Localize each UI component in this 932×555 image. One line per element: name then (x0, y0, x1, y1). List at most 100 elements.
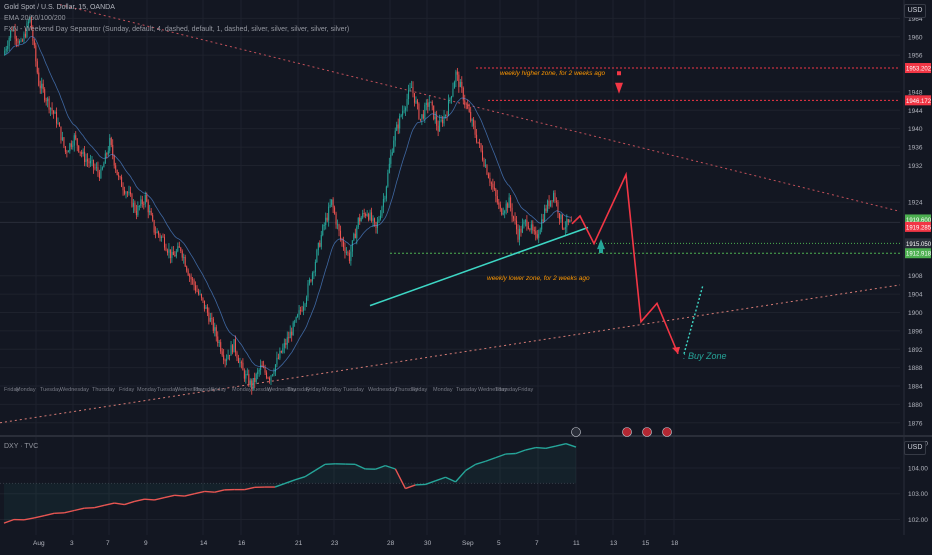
lower-zone-label: weekly lower zone, for 2 weeks ago (487, 275, 590, 282)
candle-body (373, 218, 374, 221)
support-trendline (0, 285, 900, 423)
candle-body (216, 327, 217, 336)
candle-body (414, 93, 415, 103)
candle-body (337, 224, 338, 225)
candle-body (265, 368, 266, 373)
candle-body (165, 248, 166, 251)
candle-body (318, 243, 319, 250)
candle-body (41, 84, 42, 89)
candle-body (316, 250, 317, 262)
candle-body (322, 225, 323, 235)
candle-body (284, 343, 285, 348)
separator-indicator-label[interactable]: FXN - Weekend Day Separator (Sunday, def… (4, 26, 349, 33)
candle-body (488, 174, 489, 178)
candle-body (146, 195, 147, 202)
candle-body (134, 203, 135, 211)
candle-body (195, 285, 196, 290)
candle-body (398, 125, 399, 129)
candle-body (333, 199, 334, 207)
day-label: Monday (322, 387, 342, 393)
ema-indicator-label[interactable]: EMA 20/50/100/200 (4, 15, 66, 22)
candle-body (550, 200, 551, 206)
candle-body (479, 143, 480, 144)
candle-body (242, 363, 243, 371)
candle-body (192, 279, 193, 280)
candle-body (390, 155, 391, 164)
candle-body (374, 218, 375, 222)
candle-body (228, 355, 229, 359)
candle-body (559, 213, 560, 219)
candle-body (68, 151, 69, 152)
candle-body (386, 187, 387, 199)
candle-body (238, 358, 239, 363)
candle-body (568, 219, 569, 222)
candle-body (97, 167, 98, 172)
candle-body (445, 115, 446, 116)
candle-body (556, 201, 557, 202)
symbol-legend[interactable]: Gold Spot / U.S. Dollar, 15, OANDA (4, 4, 115, 11)
candle-body (66, 152, 67, 153)
candle-body (222, 351, 223, 355)
candle-body (275, 364, 276, 372)
candle-body (547, 201, 548, 211)
candle-body (217, 336, 218, 343)
y-tick-label: 1900 (908, 310, 923, 317)
currency-button[interactable]: USD (904, 4, 926, 18)
candle-body (461, 82, 462, 88)
candle-body (439, 121, 440, 131)
candle-body (22, 41, 23, 42)
y-tick-label: 1932 (908, 163, 923, 170)
candle-body (513, 216, 514, 218)
candle-body (367, 214, 368, 216)
day-label: Tuesday (343, 387, 364, 393)
candle-body (552, 200, 553, 201)
sub-currency-button[interactable]: USD (904, 441, 926, 455)
candle-body (303, 307, 304, 311)
ema-legend[interactable]: EMA 20/50/100/200 (4, 15, 66, 22)
separator-legend[interactable]: FXN - Weekend Day Separator (Sunday, def… (4, 26, 349, 33)
day-label: Friday (412, 387, 428, 393)
candle-body (346, 252, 347, 253)
candle-body (198, 292, 199, 295)
candle-body (404, 110, 405, 111)
higher-zone-label: weekly higher zone, for 2 weeks ago (500, 70, 606, 77)
sub-y-tick-label: 104.00 (908, 465, 928, 472)
candle-body (492, 184, 493, 188)
candle-body (278, 358, 279, 359)
candle-body (438, 126, 439, 132)
candle-body (148, 202, 149, 213)
price-tag-label: 1919.285 (906, 225, 932, 231)
candle-body (401, 115, 402, 116)
dxy-indicator-label[interactable]: DXY · TVC (4, 443, 38, 450)
candle-body (7, 46, 8, 49)
symbol-title[interactable]: Gold Spot / U.S. Dollar, 15, OANDA (4, 4, 115, 11)
candle-body (83, 152, 84, 154)
dxy-legend[interactable]: DXY · TVC (4, 443, 38, 450)
candle-body (306, 298, 307, 305)
y-tick-label: 1924 (908, 200, 923, 207)
flag-icon (663, 428, 672, 437)
x-axis-label: 5 (497, 540, 501, 547)
candle-body (526, 220, 527, 226)
candle-body (503, 213, 504, 214)
candle-body (455, 72, 456, 82)
candle-body (410, 88, 411, 90)
candle-body (569, 221, 570, 223)
candle-body (288, 337, 289, 338)
candle-body (387, 173, 388, 187)
candle-body (140, 199, 141, 205)
candle-body (279, 351, 280, 359)
candle-body (408, 90, 409, 99)
candle-body (523, 222, 524, 225)
y-tick-label: 1944 (908, 108, 923, 115)
candle-body (467, 104, 468, 108)
candle-body (512, 208, 513, 217)
candle-body (204, 300, 205, 308)
candle-body (282, 348, 283, 353)
candle-body (171, 252, 172, 258)
candle-body (557, 202, 558, 213)
candle-body (370, 212, 371, 219)
candle-body (565, 227, 566, 229)
